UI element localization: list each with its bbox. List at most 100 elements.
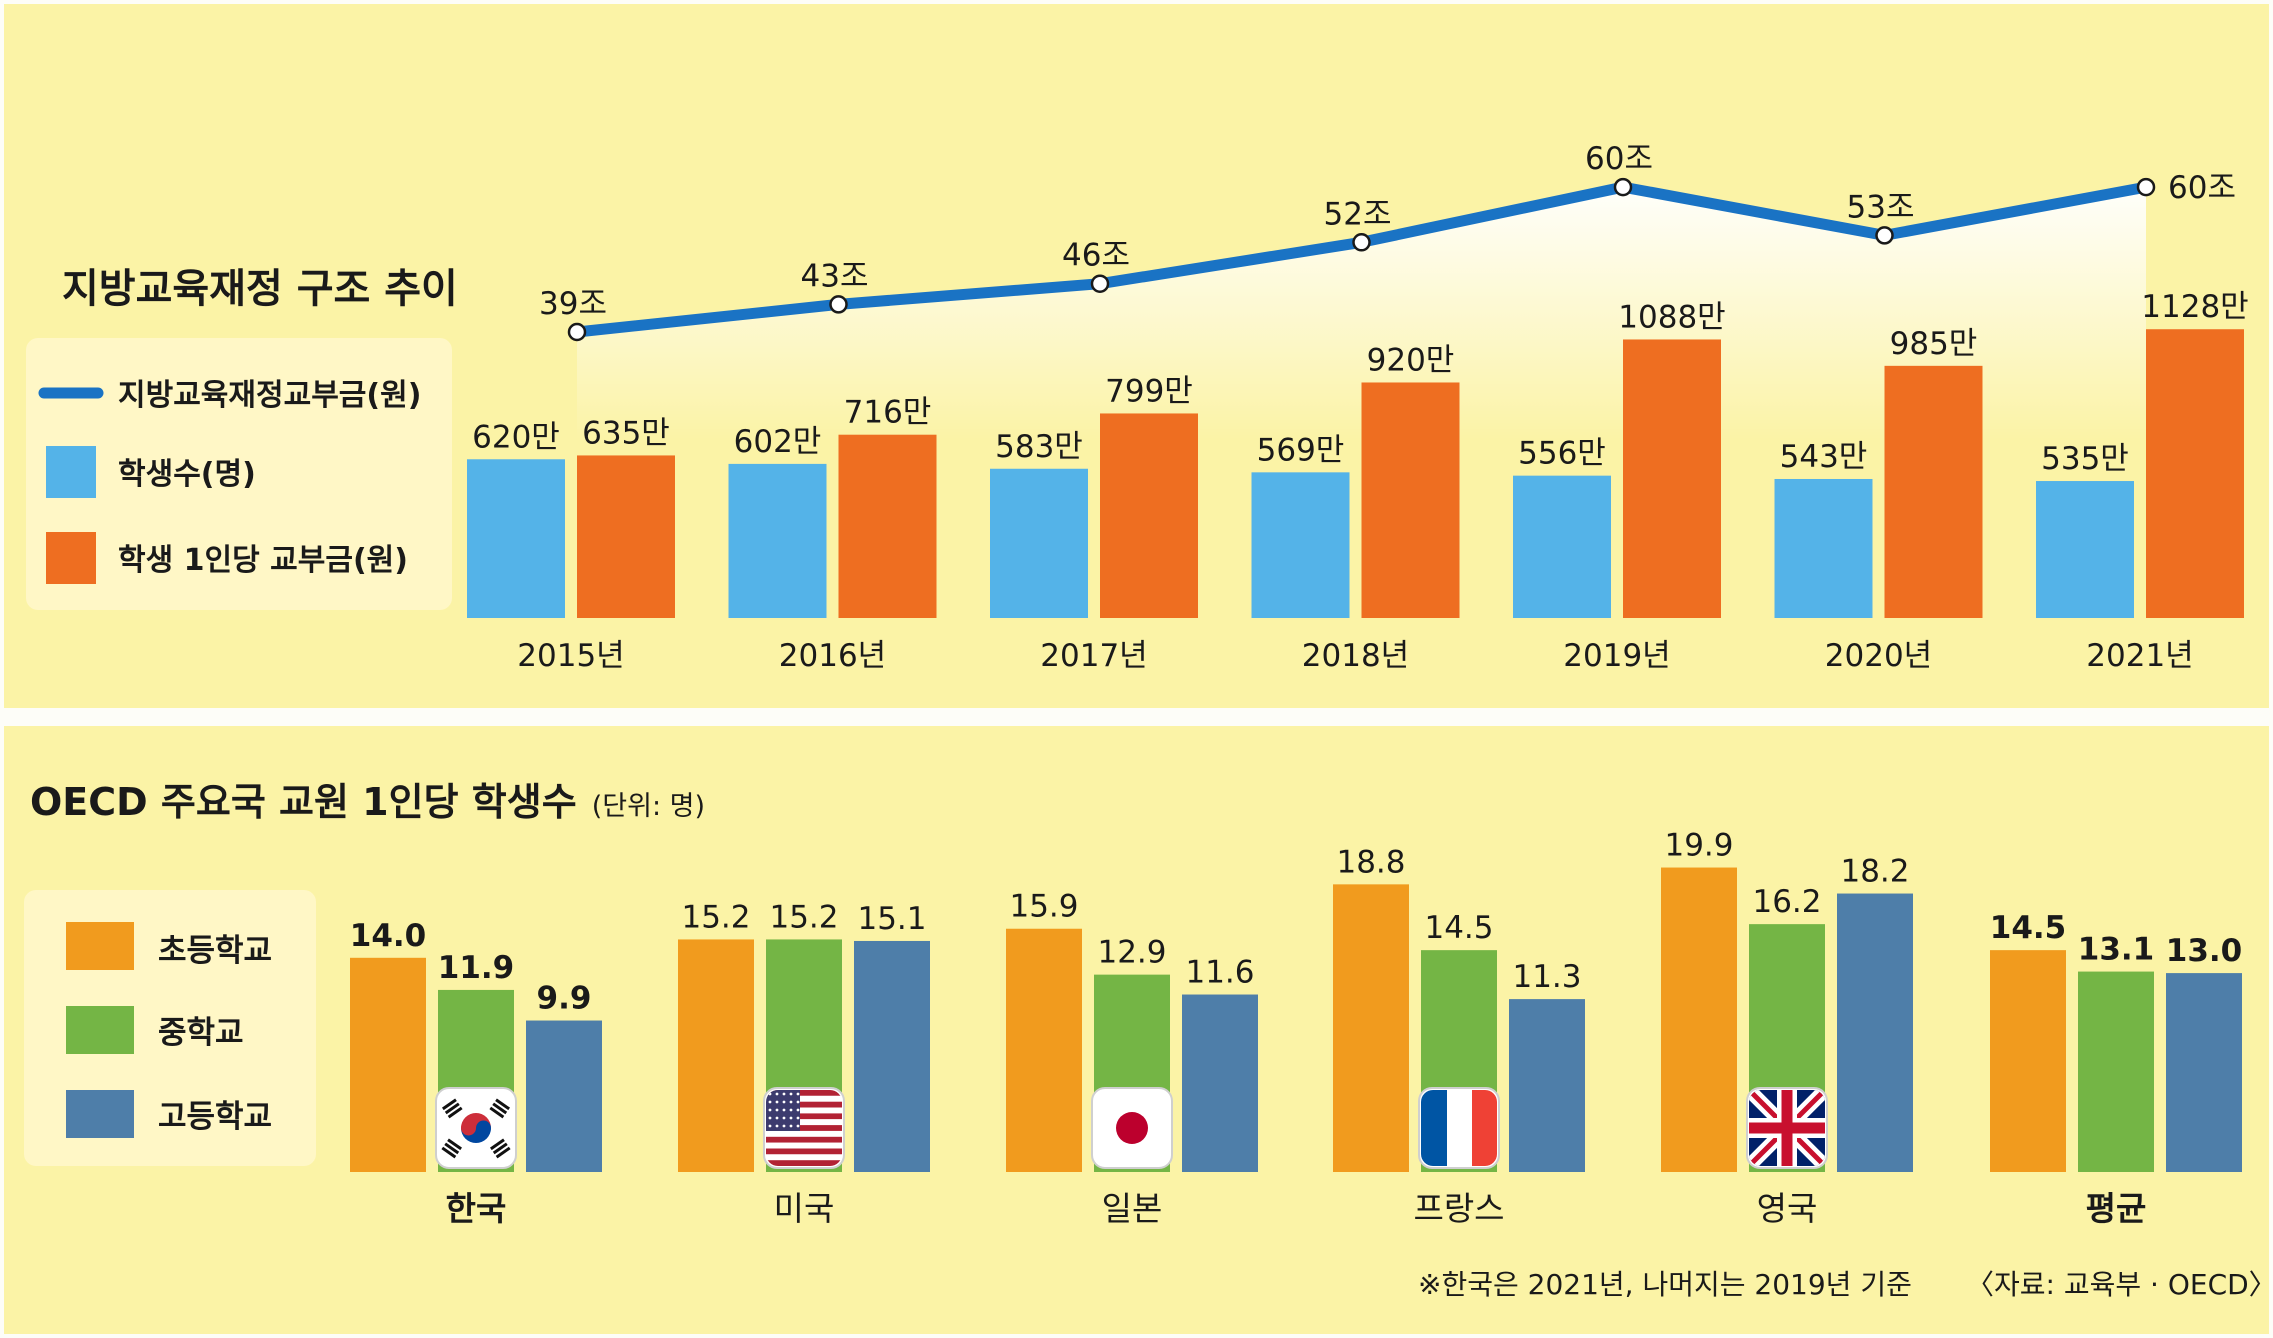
legend-swatch-high: [66, 1090, 134, 1138]
panel-1-title: 지방교육재정 구조 추이: [62, 266, 458, 312]
grant-label-6: 60조: [2168, 170, 2236, 206]
japan-flag-icon: [1091, 1087, 1173, 1169]
value-label-elementary-5: 14.5: [1990, 910, 2067, 946]
value-label-middle-1: 15.2: [769, 899, 838, 935]
grant-point-2: [1090, 274, 1110, 293]
bar-elementary-3: [1333, 884, 1409, 1172]
value-label-elementary-4: 19.9: [1664, 828, 1733, 864]
korea-flag-icon: [435, 1087, 517, 1169]
bar-per-student-0: [577, 455, 675, 618]
bar-label-per-student-3: 920만: [1367, 342, 1455, 378]
value-label-high-1: 15.1: [857, 901, 926, 937]
bar-high-2: [1182, 994, 1258, 1172]
country-label-1: 미국: [774, 1189, 835, 1228]
bar-label-per-student-1: 716만: [844, 395, 932, 431]
value-label-high-5: 13.0: [2166, 933, 2243, 969]
country-label-0: 한국: [446, 1189, 507, 1228]
bar-students-6: [2036, 481, 2134, 618]
bar-label-students-0: 620만: [472, 419, 560, 455]
bar-per-student-4: [1623, 339, 1721, 618]
bar-students-3: [1251, 472, 1350, 618]
year-label-1: 2016년: [779, 638, 886, 674]
year-label-2: 2017년: [1040, 638, 1147, 674]
year-label-4: 2019년: [1563, 638, 1670, 674]
panel-1-line: 39조 43조 46조 52조 60조 53조 60조: [539, 141, 2236, 342]
grant-label-5: 53조: [1847, 189, 1915, 225]
country-label-3: 프랑스: [1413, 1189, 1504, 1228]
bar-elementary-0: [350, 957, 426, 1172]
grant-point-4: [1613, 177, 1633, 197]
footnote: ※한국은 2021년, 나머지는 2019년 기준: [1418, 1268, 1912, 1301]
bar-per-student-1: [838, 434, 937, 618]
bar-elementary-2: [1006, 928, 1082, 1172]
bar-high-1: [854, 940, 930, 1172]
bar-students-2: [990, 468, 1088, 618]
uk-flag-icon: [1746, 1087, 1828, 1169]
bar-label-students-3: 569만: [1257, 432, 1345, 468]
legend-label-grant: 지방교육재정교부금(원): [118, 378, 421, 413]
bar-students-1: [728, 463, 827, 618]
bar-per-student-6: [2146, 329, 2244, 618]
value-label-high-3: 11.3: [1512, 959, 1581, 995]
bar-label-students-1: 602만: [734, 424, 822, 460]
legend-label-elementary: 초등학교: [158, 933, 272, 969]
legend-label-per-student: 학생 1인당 교부금(원): [118, 543, 408, 578]
panel-1-legend-box: [26, 338, 452, 610]
bar-per-student-5: [1884, 365, 1983, 618]
legend-swatch-elementary: [66, 922, 134, 970]
bar-per-student-3: [1361, 382, 1460, 618]
grant-label-0: 39조: [539, 286, 607, 322]
bar-elementary-1: [678, 939, 754, 1172]
year-label-6: 2021년: [2086, 638, 2193, 674]
panel-2-unit: (단위: 명): [592, 791, 705, 822]
bar-high-4: [1837, 893, 1913, 1172]
legend-swatch-middle: [66, 1006, 134, 1054]
legend-swatch-per-student: [46, 532, 96, 584]
value-label-elementary-3: 18.8: [1336, 844, 1405, 880]
bar-students-4: [1513, 475, 1611, 618]
country-label-4: 영국: [1757, 1189, 1818, 1228]
legend-label-high: 고등학교: [158, 1099, 272, 1135]
bar-label-students-4: 556만: [1518, 436, 1606, 472]
value-label-high-0: 9.9: [537, 981, 592, 1017]
bar-label-per-student-2: 799만: [1105, 373, 1193, 409]
bar-elementary-4: [1661, 867, 1737, 1172]
bar-label-students-5: 543만: [1780, 439, 1868, 475]
value-label-elementary-1: 15.2: [681, 899, 750, 935]
bar-elementary-5: [1990, 950, 2066, 1172]
bar-label-students-6: 535만: [2041, 441, 2129, 477]
value-label-high-2: 11.6: [1185, 955, 1254, 991]
bar-label-per-student-5: 985만: [1890, 326, 1978, 362]
grant-label-3: 52조: [1324, 196, 1392, 232]
grant-point-0: [567, 322, 587, 342]
bar-students-0: [467, 459, 565, 618]
country-label-2: 일본: [1102, 1189, 1163, 1228]
bar-students-5: [1774, 478, 1873, 618]
value-label-middle-3: 14.5: [1424, 910, 1493, 946]
usa-flag-icon: [763, 1087, 845, 1169]
year-label-3: 2018년: [1302, 638, 1409, 674]
value-label-elementary-0: 14.0: [350, 918, 427, 954]
grant-label-2: 46조: [1062, 238, 1130, 274]
bar-label-per-student-4: 1088만: [1618, 299, 1725, 335]
year-label-5: 2020년: [1825, 638, 1932, 674]
bar-label-per-student-0: 635만: [582, 415, 670, 451]
bar-high-3: [1509, 999, 1585, 1172]
value-label-middle-2: 12.9: [1097, 935, 1166, 971]
grant-point-6: [2136, 177, 2156, 197]
value-label-elementary-2: 15.9: [1009, 889, 1078, 925]
legend-label-middle: 중학교: [158, 1015, 244, 1051]
panel-2-title-main: OECD 주요국 교원 1인당 학생수: [30, 780, 577, 824]
bar-middle-5: [2078, 971, 2154, 1172]
grant-point-3: [1352, 233, 1371, 252]
value-label-middle-0: 11.9: [438, 950, 515, 986]
bar-label-students-2: 583만: [995, 429, 1083, 465]
bar-high-0: [526, 1020, 602, 1172]
value-label-high-4: 18.2: [1840, 854, 1909, 890]
grant-point-1: [829, 295, 848, 314]
source-note: 〈자료: 교육부 · OECD〉: [1966, 1268, 2273, 1301]
france-flag-icon: [1418, 1087, 1500, 1169]
grant-point-5: [1875, 226, 1894, 245]
value-label-middle-4: 16.2: [1752, 884, 1821, 920]
